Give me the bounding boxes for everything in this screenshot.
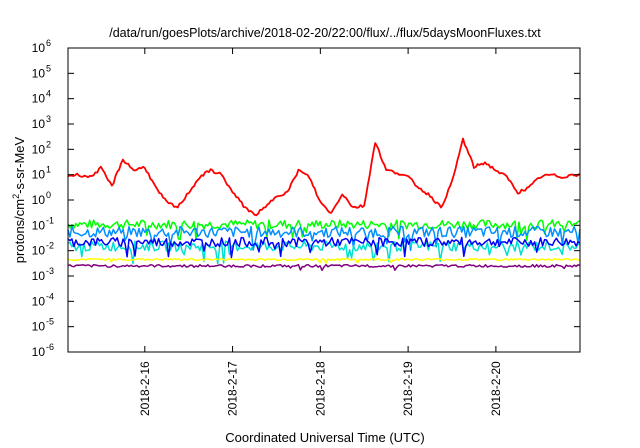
y-tick-label: 100 xyxy=(32,190,51,207)
x-tick-label: 2018-2-19 xyxy=(401,361,415,416)
y-tick-label: 10-6 xyxy=(32,342,54,359)
y-tick-label: 101 xyxy=(32,165,51,182)
y-tick-label: 102 xyxy=(32,139,51,156)
series-line xyxy=(67,236,581,259)
y-axis-label: protons/cm2-s-sr-MeV xyxy=(11,136,27,263)
y-tick-exponent: 2 xyxy=(46,139,51,149)
y-tick-label: 10-5 xyxy=(32,317,54,334)
y-tick-exponent: 4 xyxy=(46,89,51,99)
series-line xyxy=(67,263,581,272)
y-tick-exponent: 1 xyxy=(46,165,51,175)
y-tick-label: 10-4 xyxy=(32,291,54,308)
y-tick-label: 104 xyxy=(32,89,51,106)
y-axis-label-superscript: 2 xyxy=(11,194,21,199)
chart-title: /data/run/goesPlots/archive/2018-02-20/2… xyxy=(109,26,541,40)
y-axis-label-base: protons/cm xyxy=(12,199,27,263)
y-tick-exponent: -3 xyxy=(46,266,54,276)
plot-lines xyxy=(67,137,581,272)
x-tick-label: 2018-2-17 xyxy=(226,361,240,416)
y-tick-label: 10-3 xyxy=(32,266,54,283)
y-tick-exponent: -2 xyxy=(46,241,54,251)
y-tick-exponent: -1 xyxy=(46,215,54,225)
y-tick-label: 10-2 xyxy=(32,241,54,258)
series-line xyxy=(67,137,581,217)
y-tick-exponent: 3 xyxy=(46,114,51,124)
y-tick-exponent: 0 xyxy=(46,190,51,200)
x-tick-label: 2018-2-16 xyxy=(138,361,152,416)
plot-frame xyxy=(67,47,581,353)
x-tick-label: 2018-2-18 xyxy=(313,361,327,416)
y-tick-exponent: -4 xyxy=(46,291,54,301)
y-tick-exponent: -6 xyxy=(46,342,54,352)
series-line xyxy=(67,257,581,264)
y-tick-label: 10-1 xyxy=(32,215,54,232)
y-axis-label-rest: -s-sr-MeV xyxy=(12,136,27,193)
y-tick-exponent: 5 xyxy=(46,63,51,73)
x-tick-label: 2018-2-20 xyxy=(489,361,503,416)
y-axis: 10-610-510-410-310-210-11001011021031041… xyxy=(32,38,580,359)
series-line xyxy=(67,219,581,241)
y-tick-exponent: 6 xyxy=(46,38,51,48)
y-tick-label: 106 xyxy=(32,38,51,55)
y-tick-label: 103 xyxy=(32,114,51,131)
y-tick-label: 105 xyxy=(32,63,51,80)
x-axis: 2018-2-16 2018-2-17 2018-2-18 2018-2-19 2018… xyxy=(138,48,503,416)
x-axis-label: Coordinated Universal Time (UTC) xyxy=(225,430,424,445)
y-tick-exponent: -5 xyxy=(46,317,54,327)
